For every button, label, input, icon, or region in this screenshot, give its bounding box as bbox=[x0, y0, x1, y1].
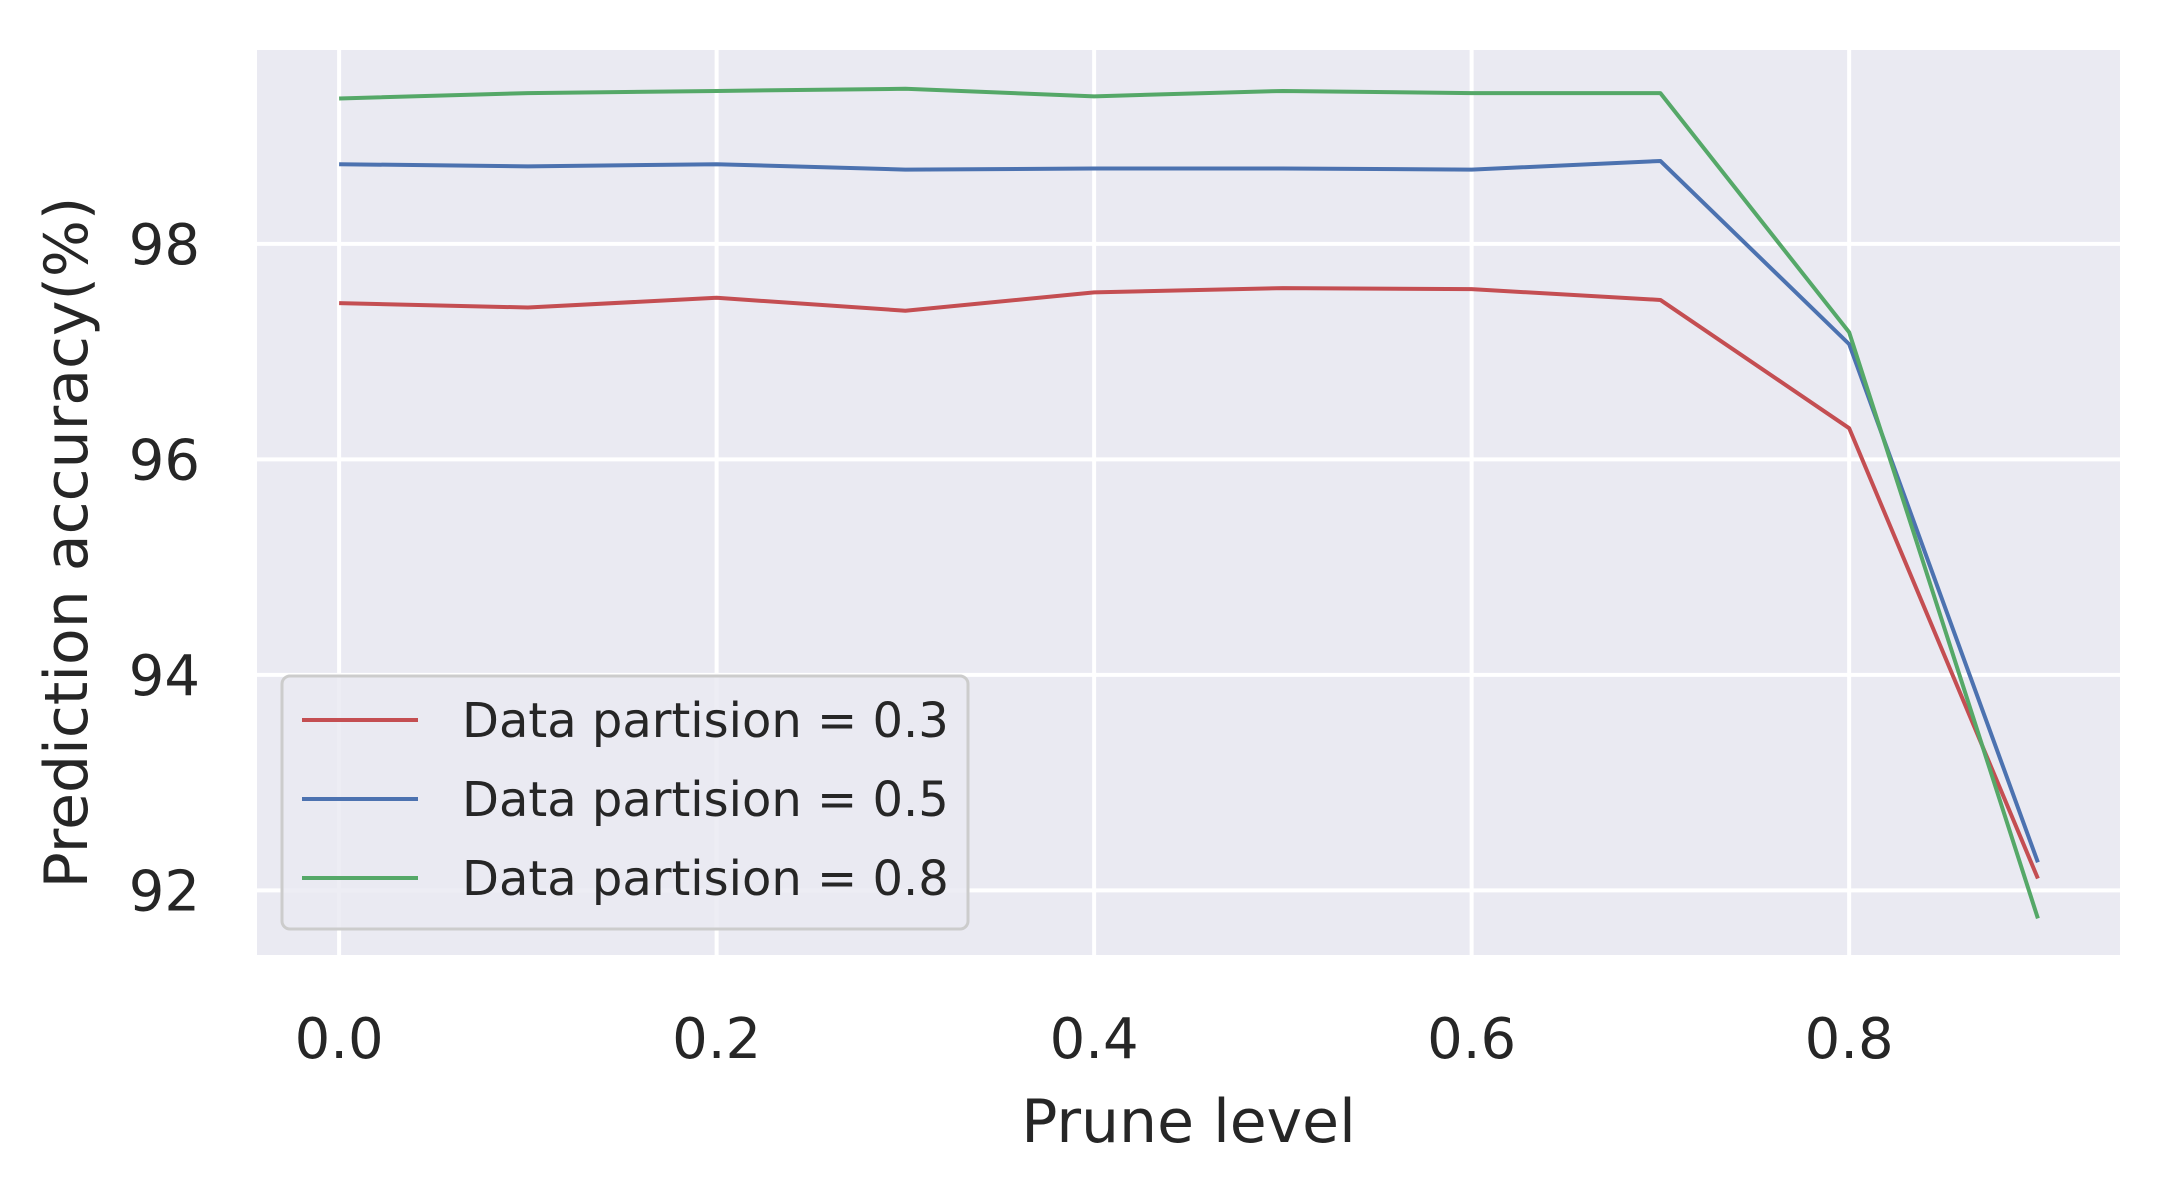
y-axis-label: Prediction accuracy(%) bbox=[32, 197, 102, 889]
legend-label-2: Data partision = 0.8 bbox=[462, 851, 949, 907]
x-tick-labels: 0.0 0.2 0.4 0.6 0.8 bbox=[295, 1007, 1894, 1072]
x-tick-label: 0.2 bbox=[672, 1007, 761, 1072]
grid-lines bbox=[257, 50, 2120, 955]
legend-label-0: Data partision = 0.3 bbox=[462, 693, 949, 749]
x-tick-label: 0.4 bbox=[1050, 1007, 1139, 1072]
series-line-1 bbox=[339, 158, 2040, 864]
x-tick-label: 0.0 bbox=[295, 1007, 384, 1072]
series-line-2 bbox=[339, 86, 2040, 919]
y-tick-label: 92 bbox=[129, 859, 200, 924]
y-tick-labels: 92 94 96 98 bbox=[129, 213, 200, 924]
series-lines bbox=[339, 86, 2040, 919]
legend: Data partision = 0.3 Data partision = 0.5… bbox=[280, 674, 970, 931]
legend-label-1: Data partision = 0.5 bbox=[462, 772, 949, 828]
x-tick-label: 0.8 bbox=[1805, 1007, 1894, 1072]
y-tick-label: 98 bbox=[129, 213, 200, 278]
series-line-0 bbox=[339, 286, 2040, 880]
y-tick-label: 94 bbox=[129, 644, 200, 709]
x-axis-label: Prune level bbox=[1021, 1087, 1356, 1157]
x-tick-label: 0.6 bbox=[1427, 1007, 1516, 1072]
legend-box bbox=[280, 674, 970, 931]
y-tick-label: 96 bbox=[129, 428, 200, 493]
